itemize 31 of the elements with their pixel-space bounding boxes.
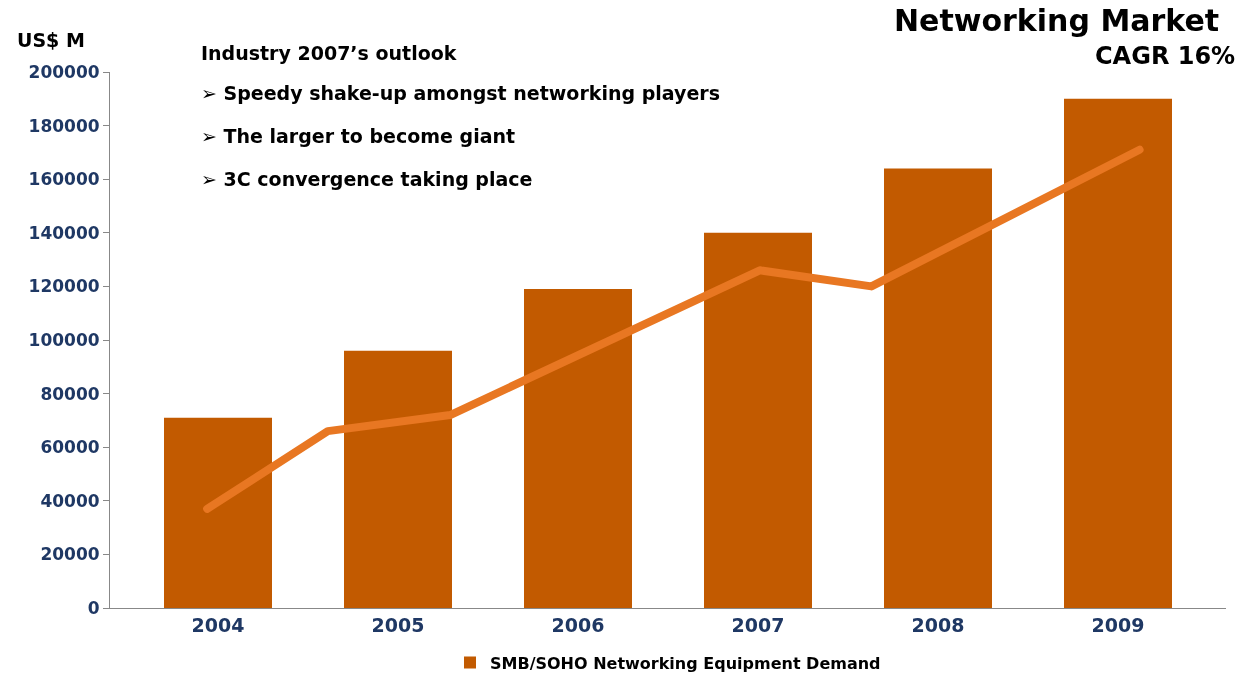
x-tick-label: 2004 (191, 613, 245, 636)
x-tick-label: 2009 (1091, 613, 1145, 636)
text: Industry 2007’s outlook (201, 42, 457, 64)
y-tick-label: 60000 (40, 437, 100, 458)
chart-title: Networking Market (893, 3, 1220, 39)
legend-label: SMB/SOHO Networking Equipment Demand (490, 653, 881, 673)
y-tick-label: 80000 (40, 383, 100, 404)
bar (1064, 98, 1172, 608)
y-tick-label: 180000 (28, 115, 100, 136)
y-tick-label: 160000 (28, 169, 100, 190)
y-tick-label: 120000 (28, 276, 100, 297)
bar (344, 350, 452, 608)
bar (524, 289, 632, 608)
y-tick-label: 100000 (28, 329, 100, 350)
bar (884, 168, 992, 608)
y-tick-label: 40000 (40, 490, 100, 511)
y-tick-label: 0 (87, 597, 100, 618)
y-tick-label: 200000 (28, 61, 100, 82)
x-tick-label: 2007 (731, 613, 785, 636)
y-axis-title: US$ M (17, 29, 85, 51)
x-tick-label: 2005 (371, 613, 425, 636)
annotation: ➢ Speedy shake-up amongst networking players (201, 82, 720, 104)
y-tick-label: 20000 (40, 544, 100, 565)
annotation: ➢ 3C convergence taking place (201, 168, 533, 190)
x-tick-label: 2006 (551, 613, 605, 636)
bar (164, 417, 272, 608)
annotation: ➢ The larger to become giant (201, 125, 516, 147)
x-tick-label: 2008 (911, 613, 965, 636)
text: CAGR 16% (1095, 42, 1236, 70)
y-tick-label: 140000 (28, 222, 100, 243)
bar (704, 232, 812, 608)
